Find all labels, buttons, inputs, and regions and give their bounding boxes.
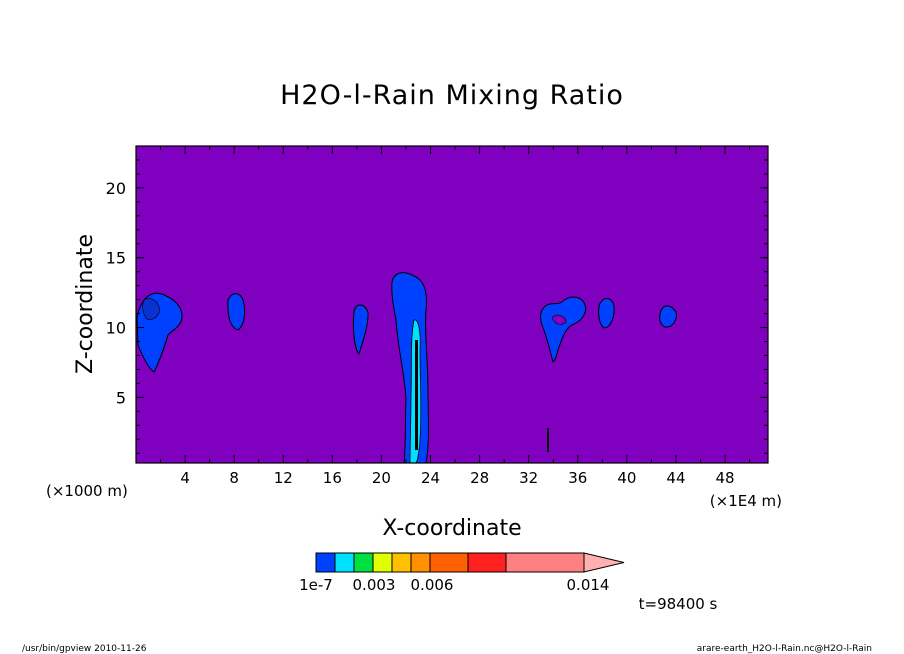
contour-speck-x33 <box>547 428 549 452</box>
colorbar-swatch <box>372 552 393 573</box>
y-tick-label: 10 <box>106 319 126 338</box>
plot-frame <box>135 145 769 464</box>
colorbar-swatch <box>467 552 507 573</box>
contour-cell-x43 <box>659 305 677 328</box>
footer-right: arare-earth_H2O-l-Rain.nc@H2O-l-Rain <box>697 644 872 654</box>
colorbar-label: 0.003 <box>353 576 396 594</box>
x-axis-label: X-coordinate <box>382 516 521 541</box>
x-tick-label: 24 <box>421 469 440 487</box>
y-axis-label: Z-coordinate <box>73 234 98 374</box>
x-unit-left: (×1000 m) <box>46 482 128 500</box>
y-tick-label: 15 <box>106 249 126 268</box>
colorbar: 1e-7 0.003 0.006 0.014 <box>299 552 625 594</box>
contour-cell-x34 <box>540 296 587 363</box>
time-label: t=98400 s <box>639 595 718 613</box>
contour-layer <box>136 272 677 464</box>
x-tick-label: 12 <box>274 469 293 487</box>
contour-cell-x1-inner <box>142 298 161 320</box>
x-tick-label: 8 <box>229 469 239 487</box>
colorbar-extension <box>583 552 625 573</box>
footer-left: /usr/bin/gpview 2010-11-26 <box>22 644 147 654</box>
colorbar-swatch <box>429 552 469 573</box>
colorbar-label: 0.006 <box>411 576 454 594</box>
x-tick-label: 16 <box>323 469 342 487</box>
x-axis: 4 8 12 16 20 24 28 32 36 40 44 48 <box>160 146 751 487</box>
colorbar-swatch <box>505 552 585 573</box>
contour-cell-x34-gap <box>551 314 567 325</box>
colorbar-label: 1e-7 <box>299 576 333 594</box>
x-tick-label: 36 <box>568 469 587 487</box>
colorbar-swatch <box>391 552 412 573</box>
x-tick-label: 44 <box>666 469 685 487</box>
x-tick-label: 28 <box>470 469 489 487</box>
x-tick-label: 32 <box>519 469 538 487</box>
contour-column-x22-dark <box>415 340 418 450</box>
y-axis: 5 10 15 20 <box>106 159 768 454</box>
x-tick-label: 4 <box>180 469 190 487</box>
contour-cell-x18 <box>352 304 369 355</box>
y-tick-label: 5 <box>116 388 126 407</box>
colorbar-swatch <box>410 552 431 573</box>
colorbar-label: 0.014 <box>567 576 610 594</box>
x-unit-right: (×1E4 m) <box>710 492 782 510</box>
colorbar-swatch <box>315 552 336 573</box>
colorbar-swatch <box>334 552 355 573</box>
contour-cell-x38 <box>598 298 615 329</box>
chart-title: H2O-l-Rain Mixing Ratio <box>280 80 624 111</box>
contour-cell-x8 <box>227 293 246 331</box>
x-tick-label: 20 <box>372 469 391 487</box>
colorbar-swatch <box>353 552 374 573</box>
x-tick-label: 48 <box>716 469 735 487</box>
y-tick-label: 20 <box>106 179 126 198</box>
x-tick-label: 40 <box>617 469 636 487</box>
